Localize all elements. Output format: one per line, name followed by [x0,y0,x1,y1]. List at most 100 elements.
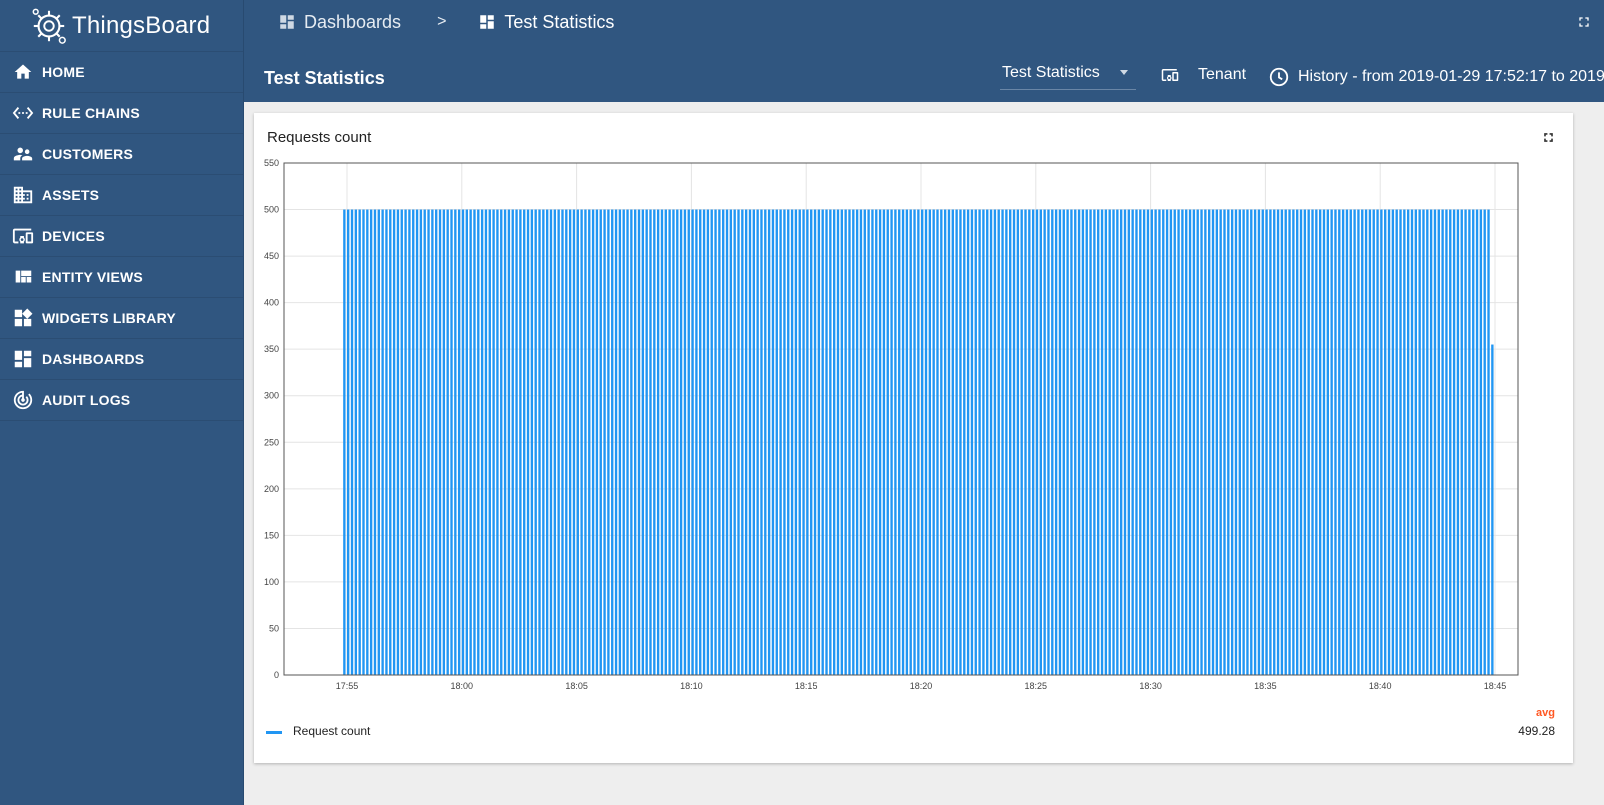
chart-bar [798,209,801,675]
chart-bar [354,209,358,675]
chart-bar [477,209,480,675]
chart-bar [584,209,587,675]
chart-bar [810,209,813,675]
chart-bar [1005,209,1008,675]
chart-bar [875,209,878,675]
chart-bar [649,209,652,675]
chart-bar [1468,209,1471,675]
chart-bar [1456,209,1460,675]
y-tick-label: 0 [274,670,279,680]
sidebar-item-dashboards[interactable]: DASHBOARDS [0,339,243,380]
chart-bar [905,209,909,675]
chart-bar [1024,209,1027,675]
chart-bar [614,209,618,675]
chart-bar [465,209,468,675]
sidebar-item-entity-views[interactable]: ENTITY VIEWS [0,257,243,298]
chart-bar [1234,209,1238,675]
chart-bar [1116,209,1119,675]
chart-bar [1215,209,1219,675]
chart-bar [1012,209,1016,675]
chart-bar [760,209,763,675]
sidebar-item-rule-chains[interactable]: RULE CHAINS [0,93,243,134]
sidebar-item-customers[interactable]: CUSTOMERS [0,134,243,175]
chart-bar [943,209,947,675]
app-logo[interactable]: ThingsBoard [0,0,243,52]
chart-bar [1361,209,1364,675]
chart-bar [1479,209,1483,675]
chart-bar [963,209,966,675]
chart-bar [748,209,752,675]
chart-bar [982,209,985,675]
sidebar-item-devices[interactable]: DEVICES [0,216,243,257]
chart-bar [488,209,491,675]
chart-bar [1028,209,1031,675]
chart-bar [1158,209,1161,675]
chart-bar [794,209,798,675]
entity-scope-label: Tenant [1198,66,1247,83]
plot-frame [283,162,1519,676]
chart-bar [679,209,683,675]
chart-bar [1292,209,1295,675]
legend-series-name[interactable]: Request count [293,724,371,738]
sidebar-item-home[interactable]: HOME [0,52,243,93]
supervisor-account-icon [12,143,34,165]
chart-bar [591,209,595,675]
chart-bar [1001,209,1004,675]
chart-bar [993,209,997,675]
fullscreen-icon[interactable] [1542,131,1555,144]
y-tick-label: 550 [264,158,279,168]
chart-bar [1345,209,1349,675]
chart-bar [1253,209,1257,675]
chart-bar [764,209,767,675]
sidebar-item-assets[interactable]: ASSETS [0,175,243,216]
sidebar-item-label: DASHBOARDS [42,351,145,367]
chart-bar [1364,209,1368,675]
chart-bar [940,209,943,675]
dashboard-state-select[interactable]: Test Statistics [1000,64,1136,90]
chart-bar [913,209,916,675]
timewindow[interactable]: History - from 2019-01-29 17:52:17 to 20… [1268,66,1604,88]
chart-bar [450,209,453,675]
sidebar: ThingsBoard HOME RULE CHAINS CUSTOMERS A… [0,0,244,805]
fullscreen-icon[interactable] [1576,14,1592,30]
chart-bar [454,209,457,675]
x-tick-label: 18:15 [795,681,818,691]
chart-bar [469,209,472,675]
chart-bar [966,209,970,675]
breadcrumb-dashboards[interactable]: Dashboards [278,12,401,33]
chart-bar [503,209,507,675]
chart-bar [672,209,675,675]
chart-bar [637,209,641,675]
chart-bar [500,209,503,675]
chart-bar [1054,209,1058,675]
chart-bar [725,209,729,675]
chart-bar [530,209,534,675]
chart-bar [511,209,514,675]
chart-bar [1039,209,1042,675]
dashboard-toolbar: Test Statistics Test Statistics Tenant H… [244,44,1604,102]
sidebar-item-widgets-library[interactable]: WIDGETS LIBRARY [0,298,243,339]
chart-bar [1357,209,1360,675]
chart-bar [1296,209,1299,675]
chart-bar [737,209,740,675]
chart-bar [1276,209,1280,675]
chart-bar [1070,209,1073,675]
entity-scope[interactable]: Tenant [1158,66,1246,84]
chart-bar [955,209,958,675]
bar-chart: 0 50 100 150 200 250 300 350 400 450 500 550 17:55 18… [264,158,1519,691]
chart-bar [1142,209,1146,675]
chart-bar [1449,209,1452,675]
chart-bar [1031,209,1035,675]
chart-bar [396,209,400,675]
chart-bar [767,209,771,675]
chart-bar [802,209,805,675]
chart-bar [1288,209,1291,675]
chart-bar [898,209,901,675]
sidebar-item-audit-logs[interactable]: AUDIT LOGS [0,380,243,421]
chart-bar [1395,209,1398,675]
chart-bar [653,209,656,675]
chart-bar [618,209,622,675]
x-tick-label: 18:10 [680,681,703,691]
chart-bar [836,209,840,675]
chart-bar [572,209,576,675]
